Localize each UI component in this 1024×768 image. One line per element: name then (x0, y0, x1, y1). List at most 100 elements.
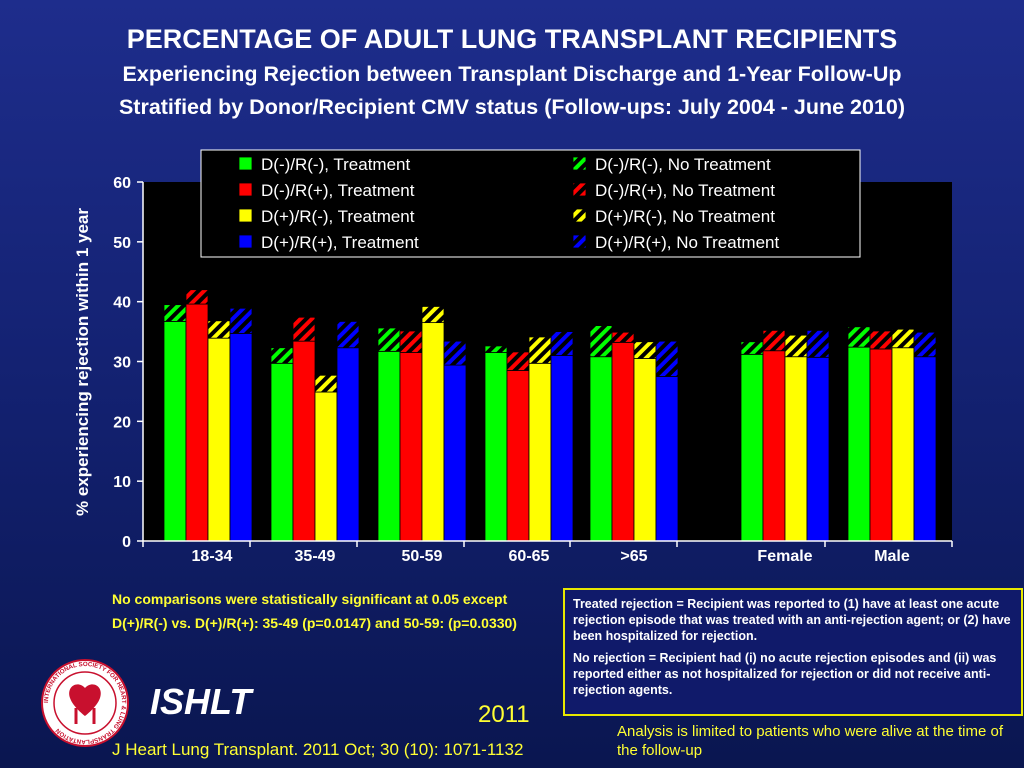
legend-label: D(-)/R(-), No Treatment (595, 155, 771, 174)
x-tick-label: 50-59 (402, 548, 443, 565)
bar-treatment (589, 356, 613, 542)
bar-treatment (611, 341, 635, 542)
bar-no-treatment-hatch (271, 347, 293, 364)
bar-treatment (229, 332, 253, 542)
chart-subtitle-1: Experiencing Rejection between Transplan… (122, 62, 902, 86)
bar-treatment (185, 303, 209, 542)
analysis-note: Analysis is limited to patients who were… (617, 723, 1004, 759)
brand-name: ISHLT (150, 681, 252, 722)
bar-no-treatment-hatch (337, 321, 359, 348)
legend-swatch-hatch (573, 183, 586, 196)
chart-title: PERCENTAGE OF ADULT LUNG TRANSPLANT RECI… (126, 24, 898, 54)
definitions-box: Treated rejection = Recipient was report… (563, 588, 1023, 716)
bar-treatment (270, 362, 294, 542)
bar-treatment (506, 370, 530, 542)
legend-swatch (238, 156, 253, 171)
bar-no-treatment-hatch (914, 332, 936, 357)
bar-treatment (784, 356, 808, 542)
no-rejection-definition: No rejection = Recipient had (i) no acut… (573, 651, 997, 697)
treated-rejection-definition: Treated rejection = Recipient was report… (573, 597, 1011, 643)
bar-treatment (207, 337, 231, 542)
bar-treatment (421, 322, 445, 542)
y-tick-label: 20 (113, 414, 131, 431)
significance-note: No comparisons were statistically signif… (112, 591, 517, 631)
legend: D(-)/R(-), Treatment D(-)/R(-), No Treatm… (200, 149, 861, 258)
bar-no-treatment-hatch (785, 335, 807, 357)
bar-no-treatment-hatch (848, 326, 870, 348)
bar-treatment (550, 355, 574, 542)
ishlt-logo-icon: INTERNATIONAL SOCIETY FOR HEART & LUNG T… (41, 659, 129, 747)
bar-no-treatment-hatch (763, 330, 785, 351)
bar-no-treatment-hatch (208, 320, 230, 339)
bars-layer (163, 289, 937, 542)
bar-no-treatment-hatch (422, 306, 444, 323)
bar-chart: 0 10 20 30 40 50 60 18-34 35-49 50-59 60-65 >65 Fema… (73, 149, 953, 565)
citation: J Heart Lung Transplant. 2011 Oct; 30 (1… (112, 740, 524, 759)
bar-treatment (336, 347, 360, 542)
chart-subtitle-2: Stratified by Donor/Recipient CMV status… (118, 95, 906, 119)
bar-treatment (806, 356, 830, 542)
bar-treatment (740, 353, 764, 542)
bar-no-treatment-hatch (656, 341, 678, 377)
bar-treatment (762, 350, 786, 542)
bar-treatment (655, 376, 679, 542)
bar-treatment (633, 358, 657, 542)
y-tick-label: 40 (113, 295, 131, 312)
year-label: 2011 (478, 701, 530, 728)
legend-swatch (238, 234, 253, 249)
bar-no-treatment-hatch (378, 327, 400, 352)
legend-label: D(-)/R(-), Treatment (261, 155, 411, 174)
bar-treatment (869, 348, 893, 542)
legend-label: D(+)/R(-), Treatment (261, 207, 415, 226)
y-tick-label: 50 (113, 235, 131, 252)
x-tick-label: >65 (620, 548, 647, 565)
legend-label: D(-)/R(+), Treatment (261, 181, 415, 200)
bar-treatment (443, 364, 467, 542)
bar-treatment (163, 321, 187, 542)
bar-no-treatment-hatch (444, 341, 466, 366)
bar-no-treatment-hatch (612, 332, 634, 343)
legend-swatch-hatch (573, 157, 586, 170)
bar-no-treatment-hatch (634, 341, 656, 359)
bar-no-treatment-hatch (741, 341, 763, 355)
bar-treatment (292, 340, 316, 542)
bar-treatment (913, 356, 937, 542)
legend-label: D(-)/R(+), No Treatment (595, 181, 775, 200)
legend-swatch-hatch (573, 235, 586, 248)
bar-treatment (891, 347, 915, 542)
x-tick-label: 18-34 (192, 548, 233, 565)
bar-no-treatment-hatch (590, 325, 612, 357)
bar-treatment (847, 346, 871, 542)
bar-no-treatment-hatch (293, 317, 315, 342)
bar-no-treatment-hatch (315, 375, 337, 393)
bar-no-treatment-hatch (870, 330, 892, 349)
y-tick-label: 10 (113, 474, 131, 491)
legend-swatch-hatch (573, 209, 586, 222)
legend-label: D(+)/R(+), No Treatment (595, 233, 779, 252)
bar-no-treatment-hatch (186, 289, 208, 305)
legend-label: D(+)/R(-), No Treatment (595, 207, 775, 226)
x-tick-label: 35-49 (295, 548, 336, 565)
bar-treatment (399, 352, 423, 542)
bar-no-treatment-hatch (230, 308, 252, 334)
x-tick-label: Female (757, 548, 812, 565)
bar-no-treatment-hatch (400, 330, 422, 353)
bar-no-treatment-hatch (164, 304, 186, 322)
bar-treatment (314, 391, 338, 542)
bar-treatment (528, 362, 552, 542)
bar-no-treatment-hatch (529, 336, 551, 364)
bar-no-treatment-hatch (807, 330, 829, 358)
y-axis-label: % experiencing rejection within 1 year (73, 208, 92, 516)
y-tick-label: 30 (113, 355, 131, 372)
x-tick-label: Male (874, 548, 910, 565)
axes-layer: 0 10 20 30 40 50 60 18-34 35-49 50-59 60-65 >65 Fema… (73, 175, 953, 565)
bar-no-treatment-hatch (551, 331, 573, 356)
y-tick-label: 60 (113, 175, 131, 192)
legend-box (200, 149, 861, 258)
y-tick-label: 0 (122, 534, 131, 551)
bar-treatment (484, 352, 508, 542)
bar-no-treatment-hatch (892, 329, 914, 348)
legend-swatch (238, 208, 253, 223)
bar-no-treatment-hatch (507, 351, 529, 371)
x-tick-label: 60-65 (509, 548, 550, 565)
